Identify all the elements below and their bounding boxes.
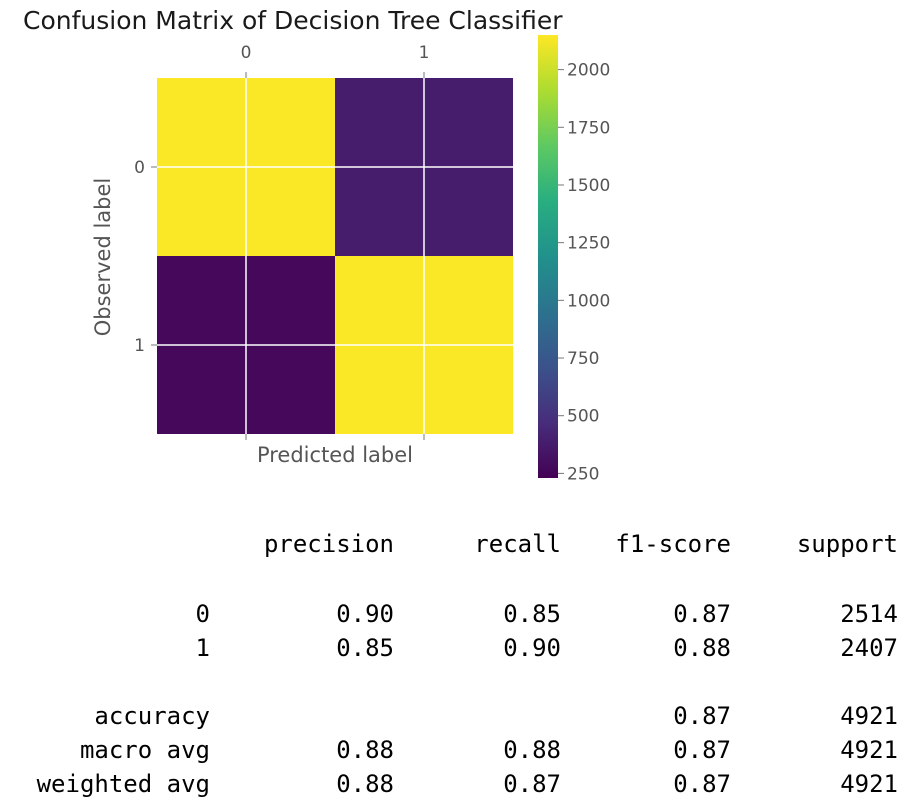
heatmap-grid <box>157 78 513 434</box>
report-row: weighted avg 0.88 0.87 0.87 4921 <box>0 767 914 801</box>
report-cell: 2514 <box>840 600 898 628</box>
y-tick-label: 1 <box>134 336 145 356</box>
report-cell: precision <box>263 530 394 558</box>
x-tick-label: 1 <box>419 43 430 63</box>
report-row: accuracy 0.87 4921 <box>0 699 914 733</box>
report-cell: 0.90 <box>336 600 394 628</box>
colorbar <box>538 35 558 478</box>
colorbar-tick-label: 750 <box>567 349 599 369</box>
report-cell: recall <box>474 530 561 558</box>
report-cell: 0.87 <box>673 702 731 730</box>
report-cell: 0.88 <box>336 736 394 764</box>
x-axis-label: Predicted label <box>257 443 413 467</box>
colorbar-tick-label: 1000 <box>567 291 610 311</box>
report-cell: 0.85 <box>336 634 394 662</box>
report-cell: 0.85 <box>503 600 561 628</box>
report-cell: 0.87 <box>673 770 731 798</box>
colorbar-ticks: 250 500 750 1000 1250 1500 1750 2000 <box>558 61 610 484</box>
y-axis-ticks: 01 <box>134 158 157 356</box>
report-cell: 0.90 <box>503 634 561 662</box>
report-cell: 2407 <box>840 634 898 662</box>
report-header-row: precision recall f1-score support <box>0 527 914 561</box>
colorbar-tick-label: 250 <box>567 464 599 484</box>
report-row: 1 0.85 0.90 0.88 2407 <box>0 631 914 665</box>
report-cell: 0.87 <box>673 736 731 764</box>
report-cell: f1-score <box>615 530 731 558</box>
report-row-label: weighted avg <box>36 770 210 798</box>
report-cell: 4921 <box>840 736 898 764</box>
colorbar-tick-label: 1250 <box>567 234 610 254</box>
confusion-matrix-chart: Confusion Matrix of Decision Tree Classi… <box>23 6 610 484</box>
colorbar-tick-label: 2000 <box>567 61 610 81</box>
report-row-label: 0 <box>195 600 210 628</box>
report-row-label: 1 <box>195 634 210 662</box>
report-row: 0 0.90 0.85 0.87 2514 <box>0 597 914 631</box>
colorbar-tick-label: 1500 <box>567 176 610 196</box>
report-row-label: accuracy <box>94 702 210 730</box>
report-cell: 0.87 <box>673 600 731 628</box>
y-axis-label: Observed label <box>91 178 115 337</box>
report-cell: 0.88 <box>503 736 561 764</box>
report-cell: 0.87 <box>503 770 561 798</box>
report-cell: support <box>796 530 898 558</box>
report-row: macro avg 0.88 0.88 0.87 4921 <box>0 733 914 767</box>
report-cell: 4921 <box>840 770 898 798</box>
report-cell: 4921 <box>840 702 898 730</box>
x-tick-label: 0 <box>241 43 252 63</box>
report-cell: 0.88 <box>336 770 394 798</box>
report-row-label: macro avg <box>79 736 210 764</box>
colorbar-tick-label: 500 <box>567 407 599 427</box>
y-tick-label: 0 <box>134 158 145 178</box>
heatmap-cells <box>157 78 513 434</box>
report-cell: 0.88 <box>673 634 731 662</box>
colorbar-tick-label: 1750 <box>567 118 610 138</box>
chart-title: Confusion Matrix of Decision Tree Classi… <box>23 6 563 35</box>
